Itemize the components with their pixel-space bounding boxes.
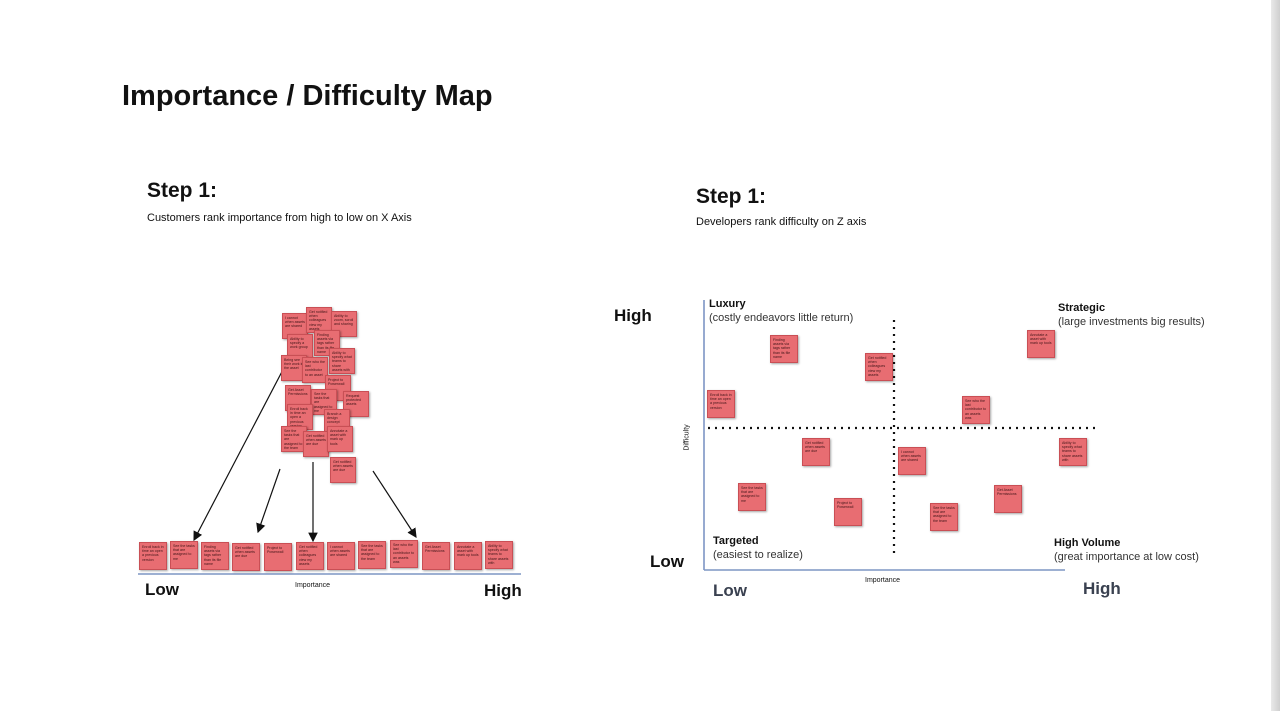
- sticky-note[interactable]: Finding assets via tags rather than its …: [201, 542, 229, 570]
- sticky-note[interactable]: Enroll back in time an open a previous v…: [139, 542, 167, 570]
- y-axis-high-label: High: [614, 306, 652, 325]
- sticky-note[interactable]: Ability to specify what teams to share a…: [329, 348, 355, 374]
- quadrant-luxury-subtitle: (costly endeavors little return): [709, 312, 854, 324]
- left-step-subtitle: Customers rank importance from high to l…: [147, 212, 412, 224]
- window-scroll-edge: [1271, 0, 1280, 711]
- sticky-note[interactable]: Get notified when assets are due: [802, 438, 830, 466]
- sticky-note[interactable]: I cannot when assets are shared: [327, 542, 355, 570]
- sticky-note[interactable]: Annotate a asset with mark up tools: [454, 542, 482, 570]
- sticky-note[interactable]: Ability to specify what teams to share a…: [1059, 438, 1087, 466]
- sticky-note[interactable]: I cannot when assets are shared: [898, 447, 926, 475]
- sticky-note[interactable]: Get Asset Permissions: [422, 542, 450, 570]
- sticky-note[interactable]: See the tasks that are assigned to the t…: [930, 503, 958, 531]
- right-step-subtitle: Developers rank difficulty on Z axis: [696, 216, 867, 228]
- sticky-note[interactable]: Get Asset Permissions: [994, 485, 1022, 513]
- sticky-note[interactable]: Enroll back in time an open a previous v…: [707, 390, 735, 418]
- sticky-note[interactable]: Enroll back in time an open a previous v…: [287, 404, 313, 430]
- sticky-note[interactable]: Finding assets via tags rather than its …: [770, 335, 798, 363]
- y-axis-caption: Difficulty: [683, 424, 691, 451]
- sticky-note[interactable]: Ability to specify what teams to share a…: [485, 541, 513, 569]
- sticky-note[interactable]: Annotate a asset with mark up tools: [327, 426, 353, 452]
- arrow-4: [372, 470, 417, 539]
- x-axis-low-label: Low: [713, 581, 747, 600]
- left-axis-high-label: High: [484, 581, 522, 600]
- x-axis-caption: Importance: [865, 577, 901, 584]
- sticky-note[interactable]: See the tasks that are assigned to me: [738, 483, 766, 511]
- sticky-note[interactable]: See who the last contributor to an asset: [302, 357, 328, 383]
- sticky-note[interactable]: See the tasks that are assigned to the t…: [358, 541, 386, 569]
- quadrant-strategic-subtitle: (large investments big results): [1058, 316, 1205, 328]
- quadrant-high-volume-subtitle: (great importance at low cost): [1054, 551, 1199, 563]
- quadrant-luxury-title: Luxury: [709, 298, 746, 310]
- page-title: Importance / Difficulty Map: [122, 80, 493, 112]
- sticky-note[interactable]: See who the last contributor to an asset…: [390, 540, 418, 568]
- quadrant-targeted-title: Targeted: [713, 535, 759, 547]
- sticky-note[interactable]: Get notified when assets are due: [232, 543, 260, 571]
- sticky-note[interactable]: Annotate a asset with mark up tools: [1027, 330, 1055, 358]
- right-step-title: Step 1:: [696, 185, 767, 208]
- sticky-note[interactable]: See the tasks that are assigned to me: [170, 541, 198, 569]
- sticky-note[interactable]: See the tasks that are assigned to the t…: [281, 426, 307, 452]
- quadrant-high-volume-title: High Volume: [1054, 537, 1121, 549]
- sticky-note[interactable]: Get notified when colleagues view my ass…: [296, 542, 324, 570]
- arrow-1: [193, 361, 288, 542]
- left-step-title: Step 1:: [147, 179, 218, 202]
- sticky-note[interactable]: Get notified when assets are due: [330, 457, 356, 483]
- quadrant-targeted-subtitle: (easiest to realize): [713, 549, 803, 561]
- sticky-note[interactable]: Ability to zoom, scroll and sharing: [331, 311, 357, 337]
- arrow-2: [256, 468, 281, 534]
- sticky-note[interactable]: Project to Powerwall: [264, 543, 292, 571]
- sticky-note[interactable]: Get notified when colleagues view my ass…: [865, 353, 893, 381]
- sticky-note[interactable]: See who the last contributor to an asset…: [962, 396, 990, 424]
- left-axis-low-label: Low: [145, 580, 179, 599]
- x-axis-high-label: High: [1083, 579, 1121, 598]
- y-axis-low-label: Low: [650, 552, 684, 571]
- quadrant-strategic-title: Strategic: [1058, 302, 1106, 314]
- left-axis-caption: Importance: [295, 582, 331, 589]
- sticky-note[interactable]: Project to Powerwall: [834, 498, 862, 526]
- sticky-note[interactable]: Get notified when assets are due: [303, 431, 329, 457]
- sticky-note[interactable]: Finding assets via tags rather than its …: [314, 330, 340, 356]
